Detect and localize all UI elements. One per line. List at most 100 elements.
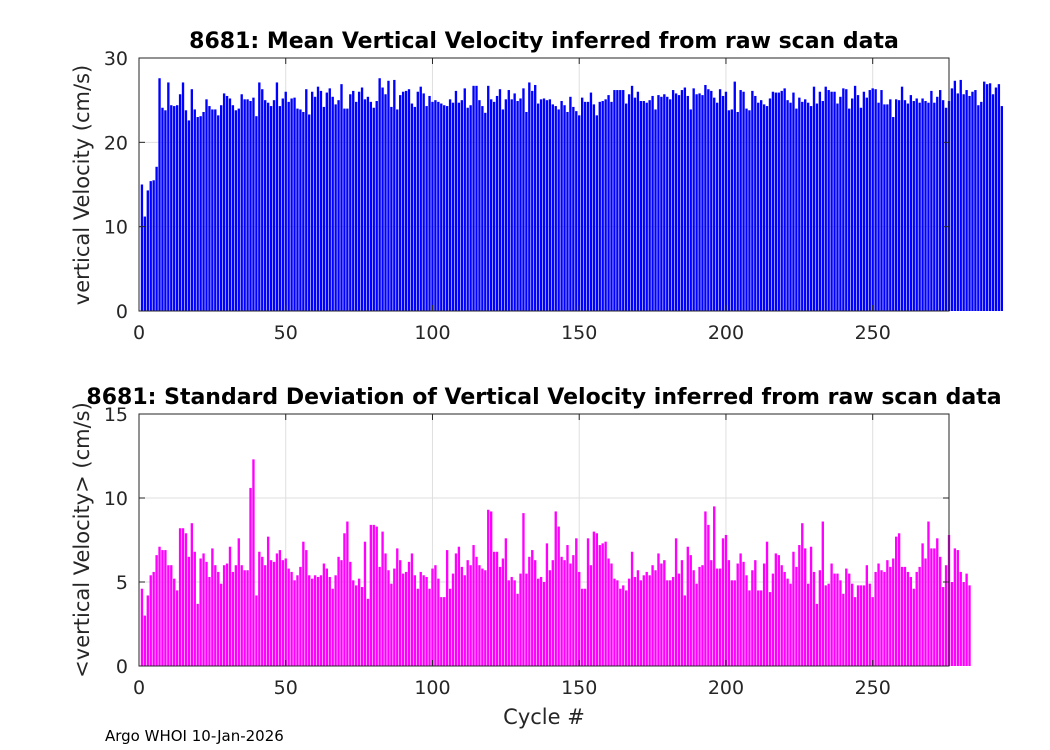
bar-cycle-47 [275, 82, 279, 311]
bar-cycle-264 [912, 588, 915, 666]
bar-cycle-256 [889, 99, 892, 311]
bar-cycle-81 [375, 101, 378, 311]
bar-cycle-25 [211, 109, 214, 312]
bar-cycle-77 [363, 541, 367, 666]
bar-cycle-146 [566, 545, 569, 666]
bar-cycle-22 [202, 111, 205, 312]
bar-cycle-93 [410, 103, 414, 311]
bar-cycle-180 [666, 96, 669, 311]
bar-cycle-70 [343, 533, 346, 666]
bar-cycle-39 [252, 459, 255, 666]
bar-cycle-178 [660, 563, 663, 666]
bar-cycle-240 [842, 593, 845, 666]
bar-cycle-84 [384, 553, 387, 666]
bar-cycle-104 [443, 105, 446, 311]
bar-cycle-130 [519, 573, 522, 666]
bar-cycle-33 [234, 110, 238, 311]
axis-ticks: 0 50 100 150 200 250 0 5 10 15 [104, 404, 949, 699]
bar-cycle-284 [971, 91, 974, 311]
bar-cycle-30 [225, 563, 229, 666]
bar-cycle-203 [733, 580, 736, 666]
bar-cycle-195 [710, 560, 713, 666]
bar-cycle-163 [616, 580, 619, 666]
bar-cycle-170 [636, 91, 640, 311]
bar-cycle-120 [490, 99, 493, 311]
bar-cycle-99 [428, 588, 431, 666]
bar-cycle-151 [580, 97, 584, 312]
bar-cycle-117 [481, 568, 484, 666]
bar-cycle-180 [666, 580, 669, 666]
bar-cycle-259 [897, 100, 901, 312]
bar-cycle-97 [422, 93, 425, 311]
bar-cycle-173 [645, 571, 648, 666]
bar-cycle-14 [178, 528, 182, 666]
bar-cycle-158 [601, 101, 604, 311]
bar-cycle-287 [980, 101, 983, 311]
bar-cycle-71 [346, 521, 349, 666]
bar-cycle-243 [850, 98, 854, 311]
bar-cycle-126 [507, 580, 510, 666]
y-tick-label: 0 [116, 301, 128, 323]
bar-cycle-268 [924, 558, 927, 666]
bar-cycle-294 [1000, 106, 1003, 311]
bar-cycle-190 [695, 94, 698, 311]
bar-cycle-256 [889, 566, 892, 666]
bar-cycle-32 [231, 105, 235, 311]
bar-cycle-66 [331, 96, 334, 311]
bar-cycle-159 [604, 99, 607, 311]
bar-cycle-142 [554, 511, 557, 666]
bar-cycle-222 [789, 583, 792, 666]
bar-cycle-175 [651, 565, 654, 666]
bar-cycle-68 [337, 100, 340, 312]
bar-cycle-138 [542, 582, 546, 666]
bar-cycle-271 [933, 102, 936, 312]
bar-cycle-181 [669, 580, 672, 666]
bar-cycle-62 [319, 575, 323, 666]
bar-cycle-155 [592, 531, 596, 666]
bar-cycle-42 [261, 89, 264, 311]
bar-cycle-123 [498, 89, 502, 311]
bar-cycle-179 [663, 560, 666, 666]
bar-cycle-192 [701, 95, 704, 312]
bar-cycle-138 [542, 98, 546, 311]
bar-cycle-134 [531, 90, 534, 311]
bar-cycle-218 [777, 555, 780, 666]
bar-cycle-265 [915, 571, 918, 666]
bar-cycle-118 [484, 112, 487, 311]
bar-cycle-241 [845, 568, 848, 666]
bar-cycle-188 [689, 109, 692, 312]
bar-cycle-134 [531, 550, 534, 666]
bar-cycle-122 [495, 551, 499, 666]
y-tick-label: 10 [104, 217, 128, 239]
bar-cycle-222 [789, 102, 792, 312]
bar-cycle-48 [278, 106, 282, 311]
bar-cycle-32 [231, 571, 235, 666]
bar-cycle-153 [586, 538, 590, 666]
bar-cycle-289 [985, 84, 989, 311]
bar-cycle-226 [801, 523, 804, 666]
bar-cycle-252 [877, 563, 880, 666]
bar-cycle-171 [639, 101, 643, 311]
bar-cycle-291 [991, 94, 995, 311]
x-tick-label: 200 [708, 677, 744, 699]
bar-cycle-269 [927, 102, 930, 312]
bar-cycle-238 [836, 573, 839, 666]
bar-cycle-283 [968, 95, 971, 311]
bar-cycle-163 [616, 90, 619, 312]
bar-cycle-12 [173, 106, 176, 311]
bar-cycle-250 [871, 597, 874, 666]
bar-cycle-35 [240, 94, 243, 311]
bar-cycle-48 [278, 550, 282, 666]
bar-cycle-128 [513, 93, 516, 311]
bar-cycle-46 [272, 561, 276, 666]
bar-cycle-188 [689, 555, 692, 666]
bar-cycle-235 [827, 90, 830, 312]
bar-cycle-265 [915, 98, 918, 311]
bar-cycle-203 [733, 81, 736, 311]
bar-cycle-102 [437, 101, 440, 311]
bar-cycle-187 [686, 95, 689, 311]
bar-cycle-243 [850, 583, 854, 666]
bar-cycle-43 [264, 565, 267, 666]
bar-cycle-209 [751, 570, 754, 666]
bar-cycle-130 [519, 98, 522, 311]
